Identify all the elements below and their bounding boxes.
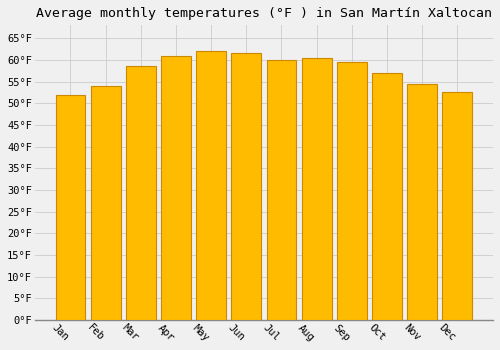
Bar <box>126 66 156 320</box>
Bar <box>161 56 191 320</box>
Bar <box>196 51 226 320</box>
Bar <box>337 62 366 320</box>
Title: Average monthly temperatures (°F ) in San Martín Xaltocan: Average monthly temperatures (°F ) in Sa… <box>36 7 492 20</box>
Bar <box>372 73 402 320</box>
Bar <box>56 94 86 320</box>
Bar <box>266 60 296 320</box>
Bar <box>442 92 472 320</box>
Bar <box>302 58 332 320</box>
Bar <box>407 84 437 320</box>
Bar <box>232 54 262 320</box>
Bar <box>90 86 120 320</box>
